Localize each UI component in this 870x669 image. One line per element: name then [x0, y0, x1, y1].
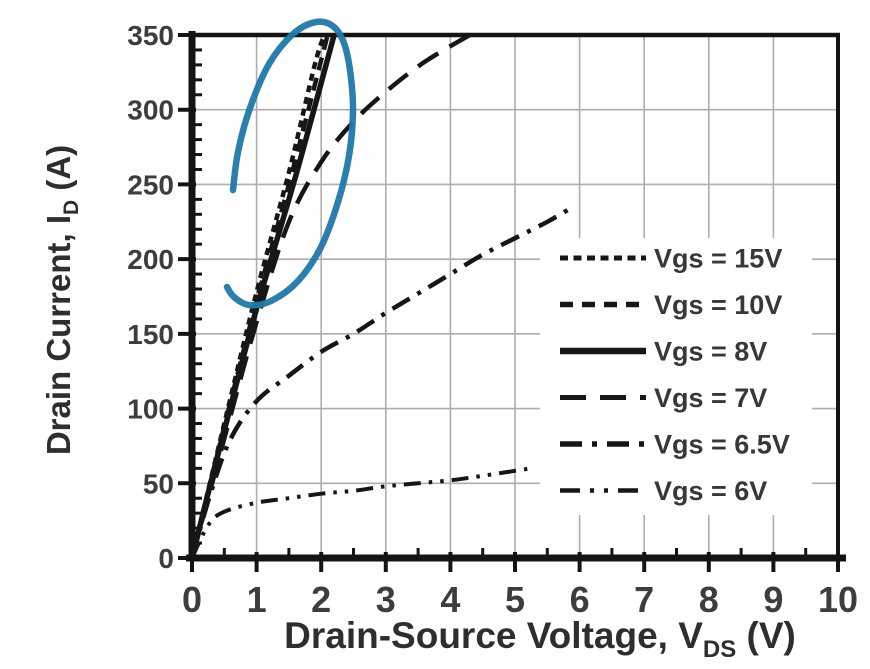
y-tick-label-350: 350 [127, 20, 174, 51]
x-tick-label-5: 5 [505, 579, 525, 620]
annotation-ellipse-stroke [223, 18, 357, 309]
x-tick-label-1: 1 [247, 579, 267, 620]
legend-background [540, 238, 812, 515]
legend-item-vgs-15v: Vgs = 15V [560, 244, 782, 274]
legend-item-vgs-8v: Vgs = 8V [560, 337, 767, 367]
x-tick-label-7: 7 [634, 579, 654, 620]
legend-label-vgs-7v: Vgs = 7V [654, 383, 767, 413]
legend-label-vgs-8v: Vgs = 8V [654, 337, 767, 367]
axes [186, 31, 846, 562]
legend: Vgs = 15V Vgs = 10V Vgs = 8V Vgs = 7V Vgs = … [560, 244, 790, 506]
hand-drawn-circle-annotation [223, 18, 357, 309]
x-tick-label-6: 6 [570, 579, 590, 620]
y-tick-label-100: 100 [127, 394, 174, 425]
curve-vgs-6v [190, 466, 532, 559]
legend-backing-box [540, 238, 812, 515]
y-tick-label-150: 150 [127, 319, 174, 350]
legend-label-vgs-15v: Vgs = 15V [654, 244, 782, 274]
x-axis-title: Drain-Source Voltage, VDS (V) [284, 615, 796, 663]
legend-item-vgs-7v: Vgs = 7V [560, 383, 767, 413]
y-tick-label-300: 300 [127, 95, 174, 126]
x-tick-label-8: 8 [699, 579, 719, 620]
legend-label-vgs-6.5v: Vgs = 6.5V [654, 430, 790, 460]
y-tick-label-200: 200 [127, 244, 174, 275]
legend-label-vgs-10v: Vgs = 10V [654, 290, 782, 320]
axis-labels: Drain-Source Voltage, VDS (V) Drain Curre… [40, 145, 796, 663]
data-curves [189, 33, 575, 559]
x-tick-label-3: 3 [376, 579, 396, 620]
curve-vgs-7v [189, 33, 471, 559]
legend-item-vgs-10v: Vgs = 10V [560, 290, 782, 320]
legend-label-vgs-6v: Vgs = 6V [654, 476, 767, 506]
y-tick-label-250: 250 [127, 169, 174, 200]
y-tick-label-50: 50 [143, 468, 174, 499]
y-tick-label-0: 0 [158, 543, 174, 574]
x-tick-label-4: 4 [440, 579, 460, 620]
y-axis-title: Drain Current, ID (A) [40, 145, 83, 455]
x-tick-label-0: 0 [182, 579, 202, 620]
x-tick-label-9: 9 [763, 579, 783, 620]
legend-item-vgs-6.5v: Vgs = 6.5V [560, 430, 790, 460]
x-tick-label-2: 2 [311, 579, 331, 620]
curve-vgs-6.5v [189, 204, 575, 559]
x-tick-label-10: 10 [818, 579, 858, 620]
legend-item-vgs-6v: Vgs = 6V [560, 476, 767, 506]
tick-marks [178, 33, 840, 572]
